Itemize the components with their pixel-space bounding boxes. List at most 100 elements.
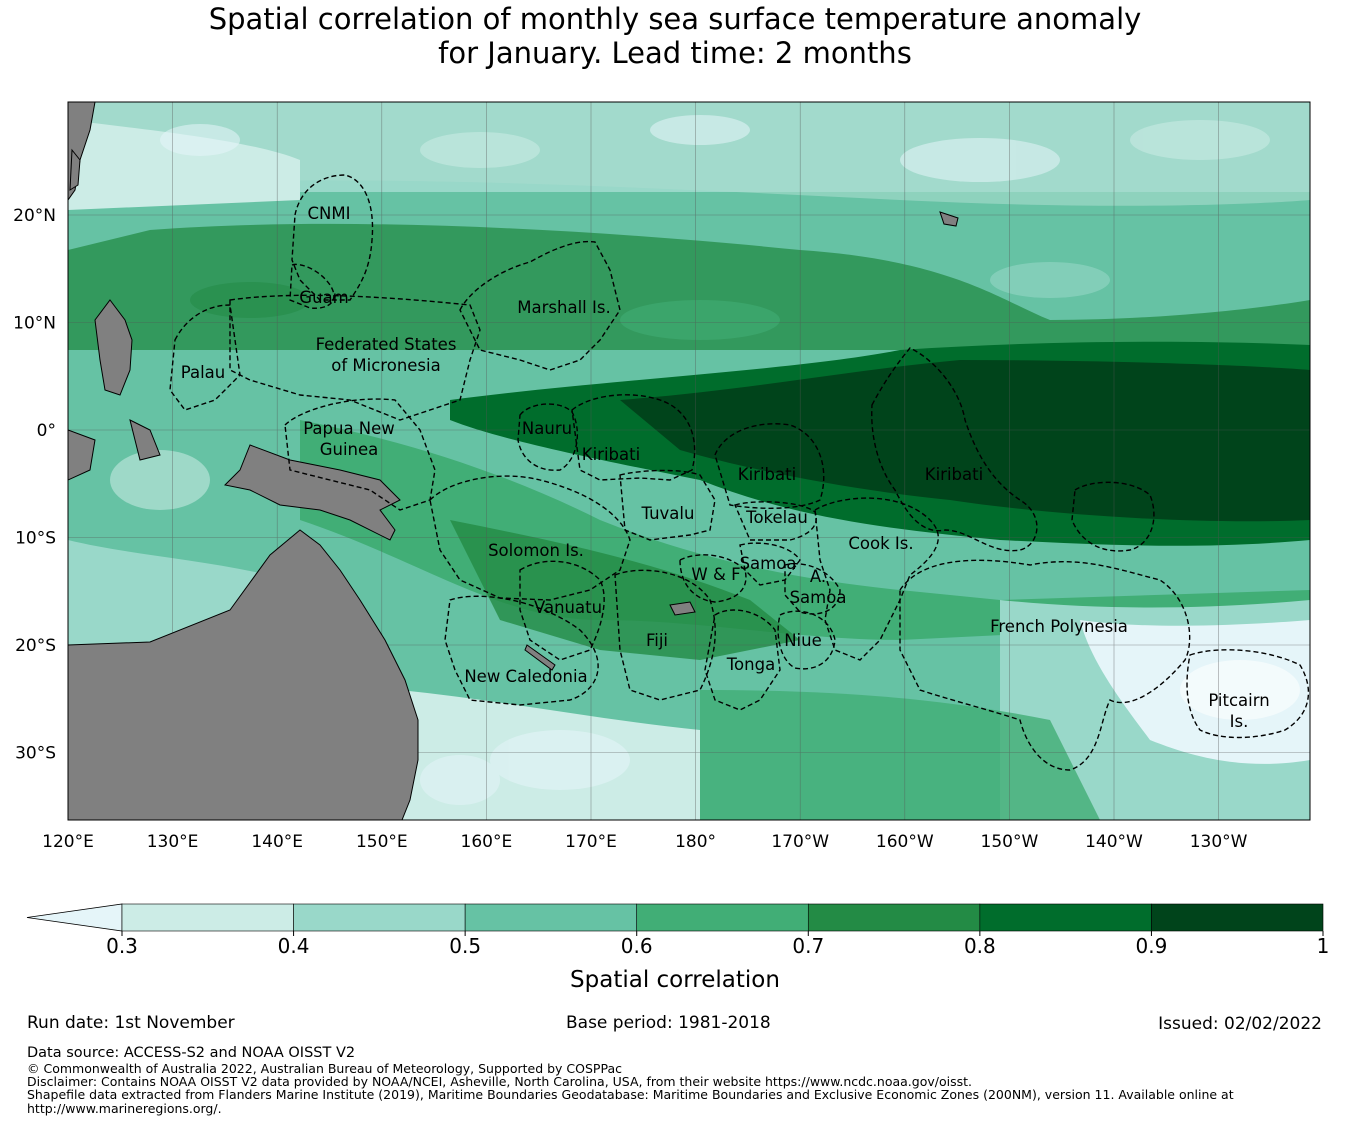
land-new-guinea: [223, 444, 401, 541]
colorbar-segment: [121, 903, 294, 932]
colorbar-segment: [807, 903, 981, 932]
label-fsm-2: of Micronesia: [331, 356, 440, 375]
eez-fsm: [229, 294, 481, 421]
label-niue: Niue: [784, 631, 822, 650]
map-frame: [67, 101, 1311, 821]
lat-tick-label: 20°S: [15, 636, 56, 656]
land-taiwan: [69, 148, 81, 191]
label-tokelau: Tokelau: [745, 508, 808, 527]
lat-tick-label: 20°N: [13, 206, 56, 226]
base-period: Base period: 1981-2018: [566, 1013, 771, 1033]
lon-tick-label: 140°W: [1085, 832, 1143, 852]
label-fiji: Fiji: [646, 631, 668, 650]
label-french-polynesia: French Polynesia: [990, 617, 1128, 636]
lon-tick-label: 140°E: [251, 832, 303, 852]
lat-tick-label: 10°S: [15, 529, 56, 549]
eez-american-samoa: [784, 563, 841, 615]
colorbar-segment: [1151, 903, 1324, 932]
eez-kiribati-phoenix: [714, 423, 825, 509]
colorbar-tick-label: 1: [1317, 934, 1330, 958]
eez-palau: [169, 304, 241, 411]
label-american-samoa-2: Samoa: [790, 588, 847, 607]
label-kiribati-central: Kiribati: [738, 465, 796, 484]
label-tonga: Tonga: [726, 655, 775, 674]
colorbar-title: Spatial correlation: [570, 967, 780, 993]
label-tuvalu: Tuvalu: [641, 504, 695, 523]
colorbar-tick-label: 0.7: [792, 934, 824, 958]
colorbar-tick-label: 0.9: [1136, 934, 1168, 958]
label-marshall: Marshall Is.: [517, 298, 610, 317]
lon-tick-label: 150°E: [356, 832, 408, 852]
land-philippines: [94, 299, 133, 396]
issued-date: Issued: 02/02/2022: [1158, 1014, 1322, 1034]
region-labels: CNMI Guam Marshall Is. Federated States …: [181, 204, 1270, 731]
lat-tick-label: 10°N: [13, 314, 56, 334]
land-new-caledonia: [524, 644, 556, 671]
colorbar-tick-label: 0.5: [449, 934, 481, 958]
eez-png: [284, 398, 436, 511]
shapefile-url: http://www.marineregions.org/.: [27, 1101, 222, 1116]
colorbar: 0.3 0.4 0.5 0.6 0.7 0.8 0.9 1 Spatial correlati…: [26, 903, 1329, 993]
chart-title: Spatial correlation of monthly sea surfa…: [0, 2, 1350, 70]
eez-samoa: [739, 542, 801, 586]
eez-fiji: [614, 569, 716, 701]
colorbar-tick-label: 0.8: [964, 934, 996, 958]
lon-tick-label: 160°W: [876, 832, 934, 852]
lat-tick-label: 30°S: [15, 744, 56, 764]
run-date: Run date: 1st November: [27, 1013, 235, 1033]
colorbar-segment: [979, 903, 1152, 932]
label-pitcairn-1: Pitcairn: [1208, 691, 1269, 710]
longitude-tick-labels: 120°E 130°E 140°E 150°E 160°E 170°E 180° 170°W 1…: [42, 832, 1248, 852]
eez-pitcairn: [1186, 649, 1310, 739]
land-fiji: [669, 601, 696, 616]
label-vanuatu: Vanuatu: [534, 598, 602, 617]
lon-tick-label: 170°W: [771, 832, 829, 852]
lon-tick-label: 150°W: [981, 832, 1039, 852]
eez-french-polynesia: [899, 559, 1191, 771]
land-borneo: [68, 429, 96, 481]
eez-tonga: [704, 609, 781, 711]
colorbar-segment: [293, 903, 466, 932]
label-kiribati-west: Kiribati: [582, 445, 640, 464]
lon-tick-label: 130°W: [1190, 832, 1248, 852]
eez-boundaries: [169, 174, 1310, 771]
label-png-2: Guinea: [320, 440, 379, 459]
label-cnmi: CNMI: [308, 204, 351, 223]
label-png-1: Papua New: [303, 419, 395, 438]
eez-new-caledonia: [444, 595, 599, 706]
lon-tick-label: 170°E: [565, 832, 617, 852]
eez-kiribati-east-ext: [1071, 481, 1155, 552]
disclaimer: Disclaimer: Contains NOAA OISST V2 data …: [27, 1074, 972, 1089]
eez-tuvalu: [619, 469, 716, 541]
eez-cook: [814, 497, 939, 661]
eez-nauru: [517, 403, 579, 471]
title-line-1: Spatial correlation of monthly sea surfa…: [208, 2, 1142, 36]
eez-vanuatu: [519, 560, 605, 661]
land-australia: [68, 529, 419, 820]
label-solomon: Solomon Is.: [488, 541, 584, 560]
colorbar-tick-label: 0.4: [278, 934, 310, 958]
eez-wf: [679, 554, 747, 603]
lat-tick-label: 0°: [37, 421, 56, 441]
label-wf: W & F: [691, 565, 740, 584]
colorbar-tick-label: 0.3: [106, 934, 138, 958]
label-palau: Palau: [181, 363, 225, 382]
shapefile-credit: Shapefile data extracted from Flanders M…: [27, 1087, 1234, 1102]
colorbar-segment: [636, 903, 809, 932]
label-american-samoa-1: A.: [810, 567, 826, 586]
label-kiribati-east: Kiribati: [925, 465, 983, 484]
eez-cnmi: [291, 174, 374, 301]
label-fsm-1: Federated States: [316, 335, 457, 354]
lon-tick-label: 130°E: [147, 832, 199, 852]
latitude-tick-labels: 20°N 10°N 0° 10°S 20°S 30°S: [13, 206, 56, 764]
eez-guam: [289, 263, 335, 309]
colorbar-segments: [26, 903, 1324, 932]
label-cook: Cook Is.: [848, 534, 913, 553]
land-hawaii: [939, 211, 959, 227]
lon-tick-label: 160°E: [461, 832, 513, 852]
correlation-field: [68, 102, 1310, 820]
colorbar-tick-labels: 0.3 0.4 0.5 0.6 0.7 0.8 0.9 1: [106, 931, 1329, 958]
label-pitcairn-2: Is.: [1230, 712, 1249, 731]
lon-tick-label: 180°: [675, 832, 716, 852]
